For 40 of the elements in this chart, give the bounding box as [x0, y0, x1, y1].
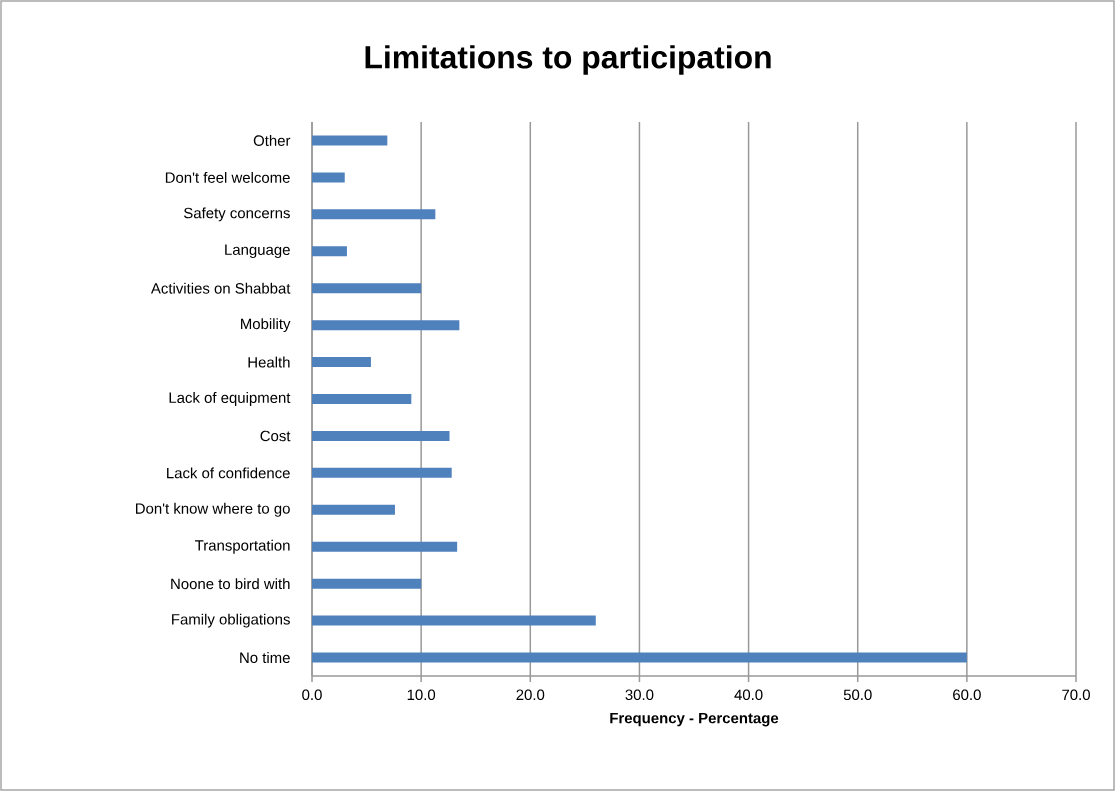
y-tick-label: Health: [248, 356, 290, 368]
x-tick-label: 50.0: [843, 689, 872, 701]
chart-title: Limitations to participation: [365, 45, 771, 75]
y-tick-label: Safety concerns: [184, 207, 290, 222]
bar: [312, 467, 452, 478]
x-tick-label: 20.0: [516, 689, 545, 701]
bar: [312, 320, 460, 331]
x-tick-label: 10.0: [407, 689, 436, 701]
y-tick-label: Activities on Shabbat: [150, 282, 291, 294]
bar: [312, 652, 967, 663]
bar: [312, 135, 388, 146]
bar: [312, 615, 596, 626]
y-tick-label: Noone to bird with: [171, 578, 290, 590]
y-tick-label: Lack of equipment: [169, 392, 291, 406]
bar: [312, 578, 422, 589]
y-tick-label: Don't know where to go: [136, 502, 290, 517]
bar: [312, 541, 458, 552]
y-tick-label: No time: [240, 652, 290, 664]
bar: [312, 283, 422, 294]
x-axis-title: Frequency - Percentage: [610, 712, 779, 727]
bar: [312, 430, 450, 441]
bar: [312, 172, 345, 183]
y-tick-label: Lack of confidence: [167, 467, 290, 479]
y-tick-label: Language: [225, 244, 290, 258]
bar: [312, 246, 347, 257]
bar: [312, 209, 436, 220]
x-tick-label: 40.0: [734, 689, 763, 701]
x-tick-label: 30.0: [625, 689, 654, 701]
bar: [312, 357, 371, 368]
x-tick-label: 0.0: [302, 689, 322, 701]
y-tick-label: Transportation: [195, 539, 290, 554]
y-tick-label: Don't feel welcome: [165, 171, 290, 183]
y-tick-label: Cost: [260, 430, 291, 442]
y-tick-label: Other: [253, 134, 291, 146]
x-tick-label: 60.0: [953, 689, 981, 701]
x-tick-label: 70.0: [1062, 689, 1090, 701]
bar: [312, 394, 412, 404]
y-tick-label: Family obligations: [172, 613, 290, 628]
y-tick-label: Mobility: [241, 318, 291, 333]
bar: [312, 504, 395, 515]
